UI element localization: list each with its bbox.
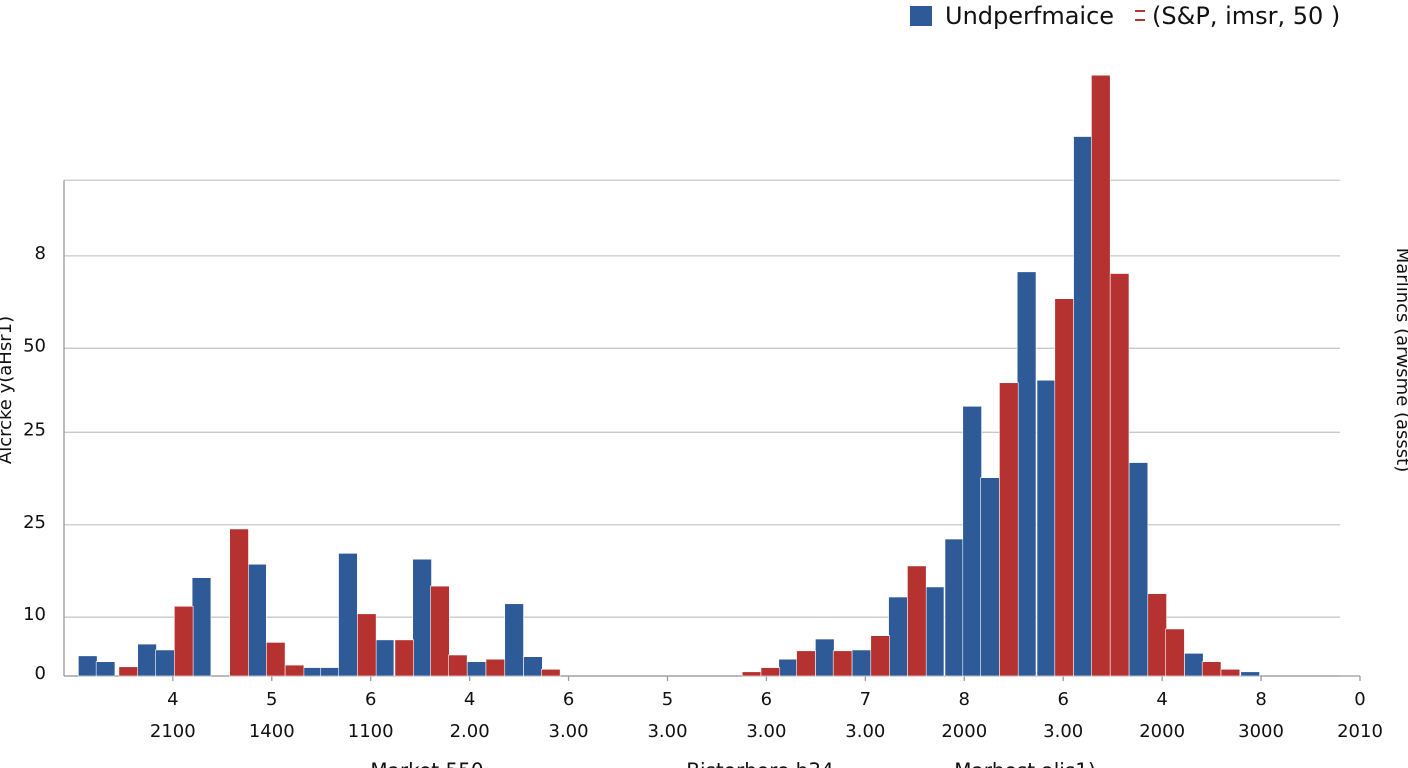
bar (174, 605, 194, 677)
bar (137, 643, 157, 677)
bar (796, 650, 816, 677)
legend-label: (S&P, imsr, 50 ) (1152, 2, 1340, 30)
x-tick-sublabel: 3.00 (1043, 721, 1083, 742)
bar (870, 635, 890, 677)
bar (78, 655, 98, 677)
bar (95, 661, 116, 677)
bar (320, 667, 340, 677)
bar (1165, 628, 1185, 677)
bar (851, 649, 872, 677)
bar (430, 585, 450, 677)
x-tick-sublabel: 1400 (249, 721, 295, 742)
x-tick-sublabel: 3.00 (549, 721, 589, 742)
x-tick-label: 6 (563, 689, 574, 710)
bar (962, 405, 982, 677)
x-tick-sublabel: 2.00 (450, 721, 490, 742)
bar (155, 649, 175, 677)
bar (302, 667, 323, 677)
y-tick-label: 25 (23, 419, 46, 440)
bar (944, 538, 965, 677)
bar (999, 382, 1019, 677)
bar (357, 613, 377, 677)
x-tick-sublabel: 3000 (1238, 721, 1284, 742)
y-tick-label: 8 (35, 243, 46, 264)
bar (523, 656, 543, 677)
x-tick-label: 8 (959, 689, 970, 710)
bar (924, 586, 945, 677)
bar (1147, 593, 1167, 677)
bar (448, 654, 468, 677)
bar (412, 558, 432, 677)
x-tick-label: 4 (167, 689, 178, 710)
bar (907, 565, 927, 677)
y2-axis-title: Marlincs (arwsme (assst) (1392, 248, 1408, 473)
y-tick-label: 50 (23, 335, 46, 356)
x-tick-label: 8 (1255, 689, 1266, 710)
x-tick-label: 7 (860, 689, 871, 710)
bar (1201, 661, 1222, 677)
bar (485, 658, 506, 677)
x-tick-sublabel: 3.00 (845, 721, 885, 742)
x-tick-label: 5 (266, 689, 277, 710)
bar (1240, 671, 1260, 677)
x-axis-title: Marbost aljs1) (954, 759, 1096, 768)
x-tick-sublabel: 2010 (1337, 721, 1383, 742)
bar (815, 638, 835, 677)
x-tick-sublabel: 3.00 (746, 721, 786, 742)
legend-label: Undperfmaice (945, 2, 1114, 30)
bar (284, 664, 305, 677)
y-tick-label: 25 (23, 512, 46, 533)
x-axis-title: Market 550 (370, 759, 483, 768)
bar (1016, 271, 1037, 677)
x-tick-sublabel: 2000 (1139, 721, 1185, 742)
bar (1091, 74, 1111, 677)
x-tick-sublabel: 3.00 (647, 721, 687, 742)
bar (1109, 273, 1130, 677)
bar (1036, 379, 1057, 677)
bar (778, 658, 798, 677)
bar (832, 650, 853, 677)
bar (266, 642, 286, 677)
x-tick-label: 6 (761, 689, 772, 710)
bar (741, 671, 762, 677)
bar (1128, 462, 1149, 677)
bar (541, 668, 561, 677)
bar (191, 577, 212, 677)
bar (1184, 653, 1204, 677)
bar (374, 639, 395, 677)
bar (247, 563, 267, 677)
bar (760, 667, 781, 677)
x-tick-label: 6 (365, 689, 376, 710)
bar (980, 477, 1000, 677)
x-tick-sublabel: 2000 (941, 721, 987, 742)
x-tick-label: 4 (464, 689, 475, 710)
bar (338, 553, 358, 677)
x-axis-title: Bistorbore b34 (686, 759, 834, 768)
y-tick-label: 10 (23, 604, 46, 625)
bar (1220, 668, 1241, 677)
bar (504, 603, 524, 677)
x-tick-label: 6 (1057, 689, 1068, 710)
x-tick-sublabel: 1100 (348, 721, 394, 742)
x-tick-sublabel: 2100 (150, 721, 196, 742)
x-tick-label: 5 (662, 689, 673, 710)
bar (1054, 298, 1074, 677)
bar (1073, 136, 1093, 677)
bar (118, 666, 139, 677)
y-tick-label: 0 (35, 663, 46, 684)
bar (229, 528, 249, 677)
x-tick-label: 4 (1156, 689, 1167, 710)
y-axis-title: Alcrcke y(aHsr1) (0, 316, 16, 464)
bar (394, 639, 415, 677)
x-tick-label: 0 (1354, 689, 1365, 710)
legend-swatch (910, 6, 932, 26)
bar (466, 661, 487, 677)
bar (888, 596, 908, 677)
